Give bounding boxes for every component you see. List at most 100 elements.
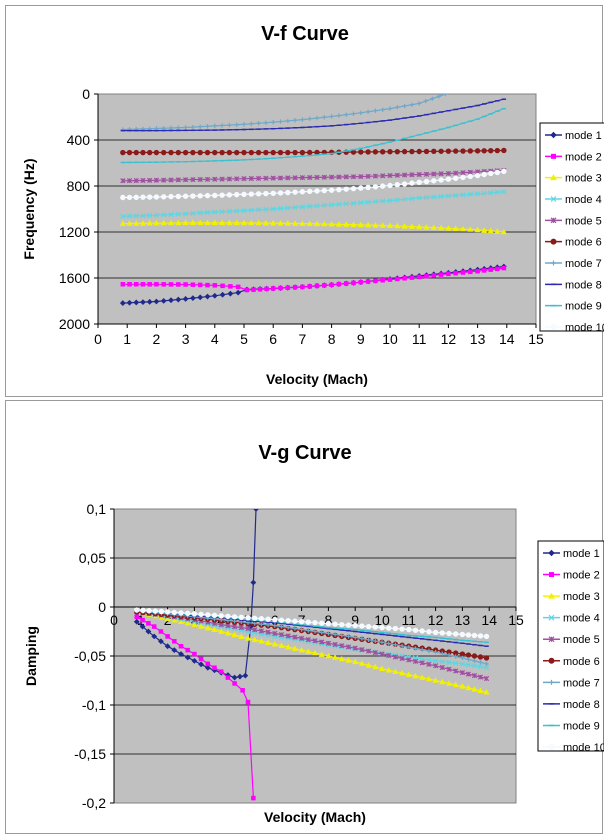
data-point — [438, 148, 444, 154]
data-point — [336, 174, 342, 180]
data-point — [168, 125, 174, 131]
series-mode-10 — [134, 607, 490, 640]
series-mode-2 — [120, 265, 507, 293]
data-point — [234, 191, 240, 198]
data-point — [358, 200, 364, 206]
data-point — [322, 283, 327, 288]
data-point — [459, 225, 467, 232]
data-point — [190, 210, 196, 216]
data-point — [365, 173, 371, 179]
data-point — [270, 219, 277, 226]
data-point — [379, 640, 385, 645]
data-point — [328, 187, 335, 193]
data-point — [226, 192, 233, 198]
data-point — [164, 643, 171, 650]
data-point — [471, 686, 478, 692]
data-point — [413, 646, 418, 651]
data-point — [501, 168, 507, 175]
data-point — [234, 176, 240, 182]
data-point — [401, 196, 408, 202]
data-point — [299, 204, 306, 210]
data-point — [175, 219, 182, 226]
legend-item: mode 8 — [545, 279, 602, 291]
data-point — [126, 149, 133, 156]
series-mode-5 — [120, 167, 507, 184]
data-point — [487, 227, 494, 234]
legend-marker — [548, 549, 555, 557]
legend-item: mode 1 — [545, 130, 602, 142]
data-point — [321, 220, 328, 227]
series-group — [119, 94, 507, 306]
legend-label: mode 7 — [565, 258, 602, 270]
data-point — [445, 170, 452, 177]
data-point — [474, 148, 481, 154]
data-point — [343, 221, 350, 227]
data-point — [386, 625, 392, 631]
data-point — [431, 194, 437, 200]
x-tick-label: 11 — [412, 331, 427, 347]
x-tick-label: 3 — [182, 331, 190, 347]
data-point — [401, 172, 408, 178]
data-point — [365, 149, 371, 155]
data-point — [416, 171, 422, 178]
data-point — [436, 94, 442, 99]
data-point — [161, 126, 166, 131]
data-point — [409, 148, 415, 155]
data-point — [401, 148, 408, 155]
data-point — [335, 221, 342, 227]
data-point — [205, 661, 211, 667]
data-point — [328, 174, 335, 180]
data-point — [412, 658, 419, 665]
data-point — [249, 121, 254, 126]
data-point — [399, 669, 406, 676]
data-point — [484, 661, 489, 667]
data-point — [182, 296, 189, 302]
data-point — [184, 654, 191, 661]
legend-marker — [551, 260, 556, 266]
data-point — [133, 177, 139, 184]
data-point — [197, 193, 203, 199]
x-tick-label: 6 — [269, 331, 277, 347]
data-point — [238, 614, 245, 620]
series-mode-7 — [134, 608, 489, 667]
data-point — [305, 619, 311, 625]
data-point — [481, 190, 487, 196]
data-point — [241, 122, 247, 127]
data-point — [234, 149, 240, 156]
data-point — [160, 297, 167, 304]
x-tick-label: 10 — [382, 331, 398, 347]
data-point — [153, 149, 160, 156]
y-tick-label: 0 — [82, 86, 90, 102]
data-point — [189, 219, 196, 226]
data-point — [321, 202, 327, 208]
data-point — [350, 174, 357, 180]
legend-marker — [548, 592, 555, 599]
data-point — [386, 652, 392, 659]
data-point — [318, 651, 325, 657]
x-tick-label: 14 — [499, 331, 515, 347]
data-point — [175, 149, 182, 156]
data-point — [265, 622, 271, 628]
legend-marker — [550, 174, 557, 181]
data-point — [252, 627, 258, 633]
data-point — [467, 148, 473, 154]
data-point — [146, 219, 153, 226]
data-point — [481, 148, 487, 154]
data-point — [212, 123, 217, 129]
data-point — [251, 287, 256, 292]
data-point — [453, 654, 458, 659]
data-point — [336, 113, 342, 118]
legend-item: mode 9 — [543, 720, 600, 732]
data-point — [488, 170, 494, 177]
legend-marker — [549, 679, 554, 685]
data-point — [237, 673, 243, 680]
data-point — [161, 149, 167, 156]
y-tick-label: 2000 — [59, 316, 90, 332]
data-point — [488, 267, 494, 272]
data-point — [312, 638, 318, 644]
data-point — [198, 661, 205, 668]
data-point — [350, 221, 357, 227]
data-point — [409, 275, 415, 280]
vg-chart-panel: V-g Curve0,10,050-0,05-0,1-0,15-0,201234… — [5, 400, 604, 834]
data-point — [298, 619, 305, 625]
